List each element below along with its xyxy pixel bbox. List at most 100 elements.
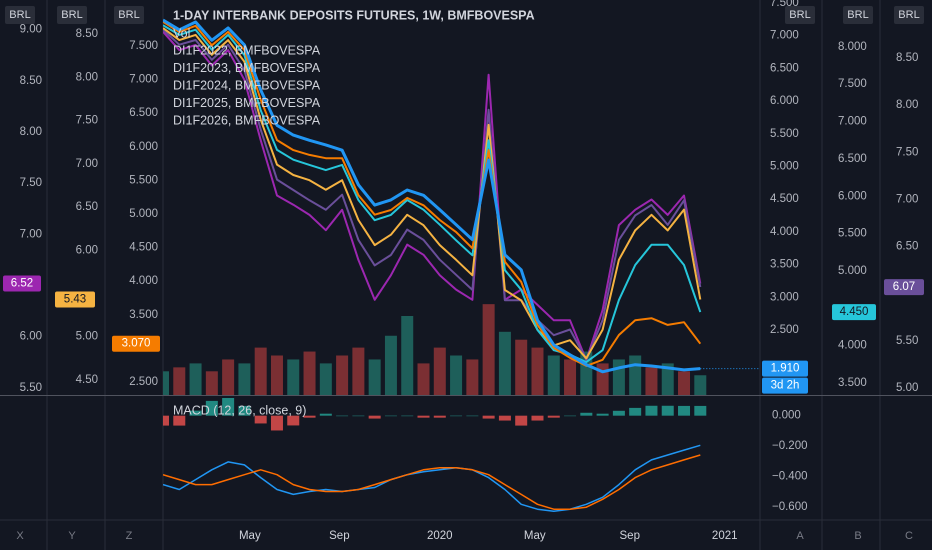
macd-pane	[163, 397, 707, 512]
price-badge-label: 1.910	[771, 363, 800, 375]
price-badge-label: 6.52	[11, 277, 33, 289]
volume-bar	[498, 331, 511, 395]
price-badge	[55, 291, 95, 308]
volume-bar	[336, 355, 349, 395]
volume-bar	[222, 359, 235, 395]
volume-bar	[612, 359, 625, 395]
unit-label: BRL	[61, 9, 82, 21]
y-tick-label: 5.000	[770, 161, 799, 173]
legend-entry: DI1F2025, BMFBOVESPA	[173, 96, 321, 110]
y-tick-label: 3.500	[838, 377, 867, 389]
series-line	[163, 20, 702, 367]
price-badge-label: 5.43	[64, 294, 86, 306]
y-tick-label: 6.000	[838, 190, 867, 202]
unit-label: BRL	[9, 9, 30, 21]
y-tick-label: −0.200	[772, 440, 808, 452]
histogram-bar	[433, 415, 446, 418]
y-tick-label: 4.000	[838, 340, 867, 352]
volume-bar	[368, 359, 381, 395]
unit-badge	[843, 6, 873, 24]
volume-bar	[629, 355, 642, 395]
histogram-bar	[466, 415, 479, 417]
volume-bar	[238, 363, 251, 395]
y-tick-label: 8.00	[76, 71, 98, 83]
price-badge	[112, 335, 160, 352]
histogram-bar	[222, 397, 235, 416]
y-tick-label: 5.00	[896, 382, 918, 394]
unit-badge	[785, 6, 815, 24]
y-tick-label: 7.50	[20, 177, 42, 189]
unit-label: BRL	[898, 9, 919, 21]
histogram-bar	[482, 415, 495, 419]
price-badge-label: 6.07	[893, 281, 915, 293]
y-tick-label: 5.00	[76, 331, 98, 343]
y-tick-label: 3.500	[129, 309, 158, 321]
histogram-bar	[205, 400, 218, 416]
volume-bar	[401, 316, 414, 395]
series-line	[163, 27, 702, 360]
histogram-bar	[531, 415, 544, 421]
legend-entry: Vol	[173, 26, 190, 40]
legend-entry: DI1F2026, BMFBOVESPA	[173, 114, 321, 128]
volume-bar	[254, 347, 267, 395]
y-tick-label: 6.000	[770, 95, 799, 107]
overlay: 5.50 6.00 7.00 7.50 8.00 8.50 9.00 BRL X 4.50 5.00…	[3, 0, 924, 542]
macd-title: MACD (12, 26, close, 9)	[173, 403, 306, 417]
y-tick-label: −0.400	[772, 471, 808, 483]
y-tick-label: 4.000	[129, 275, 158, 287]
unit-badge	[5, 6, 35, 24]
series-line	[163, 28, 702, 361]
y-tick-label: 7.50	[76, 115, 98, 127]
y-tick-label: 4.50	[76, 374, 98, 386]
histogram-bar	[694, 405, 707, 416]
histogram-bar	[384, 415, 397, 417]
y-tick-label: 6.00	[20, 331, 42, 343]
y-tick-label: 8.000	[838, 41, 867, 53]
histogram-bar	[596, 413, 609, 416]
x-tick-label: May	[524, 530, 546, 542]
histogram-bar	[163, 415, 169, 426]
y-tick-label: 5.50	[20, 382, 42, 394]
y-tick-label: 7.00	[896, 193, 918, 205]
unit-label: BRL	[847, 9, 868, 21]
x-tick-label: Sep	[620, 530, 640, 542]
y-tick-label: 9.00	[20, 24, 42, 36]
y-tick-label: 6.50	[896, 241, 918, 253]
histogram-bar	[629, 407, 642, 416]
volume-bar	[547, 355, 560, 395]
unit-badge	[114, 6, 144, 24]
series-line	[163, 454, 701, 510]
volume-bar	[482, 304, 495, 395]
volume-bar	[189, 363, 202, 395]
histogram-bar	[368, 415, 381, 419]
volume-bar	[163, 371, 169, 395]
unit-badge	[57, 6, 87, 24]
histogram-bar	[580, 412, 593, 416]
histogram-bar	[254, 415, 267, 424]
y-tick-label: 5.500	[770, 128, 799, 140]
y-tick-label: 5.500	[838, 228, 867, 240]
series-line	[163, 444, 701, 512]
y-tick-label: −0.600	[772, 501, 808, 513]
volume-bar	[450, 355, 463, 395]
volume-bar	[466, 359, 479, 395]
histogram-bar	[352, 415, 365, 417]
y-tick-label: 5.50	[896, 335, 918, 347]
axis-letter: Z	[126, 530, 133, 542]
y-tick-label: 8.50	[20, 75, 42, 87]
y-tick-label: 6.50	[76, 201, 98, 213]
volume-bar	[384, 335, 397, 395]
y-tick-label: 2.500	[129, 376, 158, 388]
axis-letter: Y	[68, 530, 76, 542]
histogram-bar	[515, 415, 528, 426]
y-tick-label: 4.500	[770, 193, 799, 205]
axis-letter: B	[854, 530, 861, 542]
y-tick-label: 7.000	[838, 116, 867, 128]
histogram-bar	[401, 415, 414, 417]
price-badge	[762, 360, 808, 377]
y-tick-label: 8.00	[20, 126, 42, 138]
y-tick-label: 4.000	[770, 226, 799, 238]
x-tick-label: 2020	[427, 530, 453, 542]
